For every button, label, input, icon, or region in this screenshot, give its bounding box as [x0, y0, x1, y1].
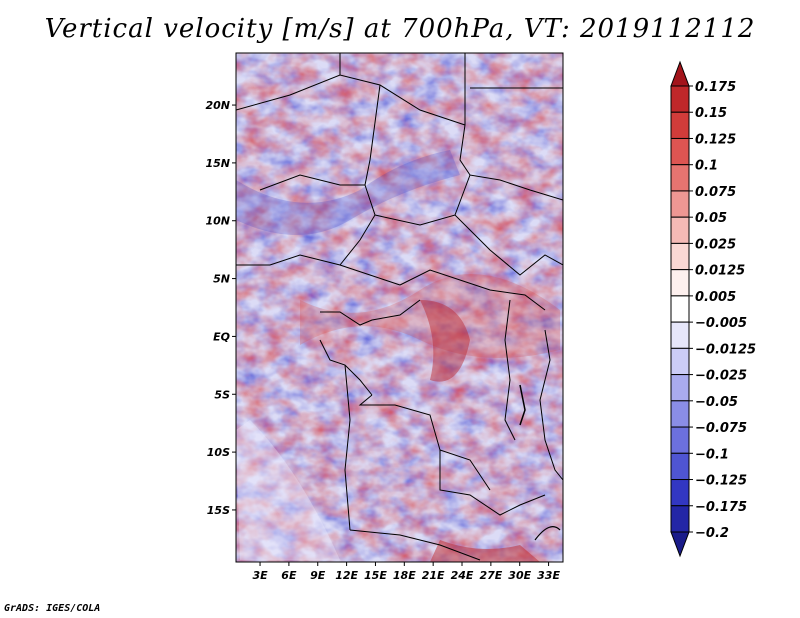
colorbar-bin: [670, 400, 690, 428]
lon-tick-label: 27E: [479, 569, 502, 582]
colorbar-bin: [670, 242, 690, 271]
colorbar-bin: [670, 479, 690, 507]
lat-tick-label: 5S: [214, 388, 230, 401]
colorbar-top-triangle: [670, 60, 690, 87]
lon-tick-label: 12E: [335, 569, 358, 582]
lat-tick-label: 10N: [205, 215, 230, 228]
lon-tick-label: 24E: [451, 569, 474, 582]
country-borders: [236, 53, 563, 561]
colorbar-bin: [670, 111, 690, 139]
colorbar-label: 0.0125: [695, 264, 745, 279]
lon-tick-label: 21E: [422, 569, 445, 582]
colorbar-label: 0.175: [695, 80, 736, 95]
lon-tick-label: 3E: [252, 569, 268, 582]
colorbar-label: −0.1: [695, 447, 729, 462]
lon-tick-label: 9E: [310, 569, 326, 582]
colorbar-bin: [670, 426, 690, 454]
lat-tick-label: 15N: [205, 157, 230, 170]
colorbar-label: 0.125: [695, 132, 736, 147]
longitude-axis: 3E 6E 9E 12E 15E 18E 21E 24E 27E 30E 33E: [252, 562, 560, 582]
colorbar-bin: [670, 295, 690, 323]
colorbar-bin: [670, 216, 690, 244]
lon-tick-label: 15E: [364, 569, 387, 582]
lon-tick-label: 6E: [281, 569, 297, 582]
colorbar-bin: [670, 452, 690, 481]
colorbar-label: −0.0125: [695, 342, 756, 357]
colorbar-bin: [670, 505, 690, 533]
lat-tick-label: 15S: [207, 504, 230, 517]
colorbar-bottom-triangle: [670, 531, 690, 558]
latitude-axis: 20N 15N 10N 5N EQ 5S 10S 15S: [205, 99, 236, 517]
lat-tick-label: 10S: [207, 446, 230, 459]
colorbar: 0.175 0.15 0.125 0.1 0.075 0.05 0.025 0.0125 0.0…: [670, 60, 756, 558]
lon-tick-label: 18E: [393, 569, 416, 582]
colorbar-label: −0.005: [695, 316, 747, 331]
colorbar-label: −0.05: [695, 395, 738, 410]
colorbar-bin: [670, 164, 690, 192]
colorbar-bin: [670, 374, 690, 402]
lon-tick-label: 30E: [508, 569, 531, 582]
colorbar-bin: [670, 137, 690, 166]
map-frame: [235, 52, 564, 563]
colorbar-label: 0.05: [695, 211, 727, 226]
colorbar-bin: [670, 269, 690, 297]
colorbar-label: 0.075: [695, 185, 736, 200]
lat-tick-label: 5N: [213, 273, 230, 286]
colorbar-bin: [670, 347, 690, 376]
lat-tick-label: EQ: [213, 330, 230, 343]
map-field: [236, 53, 563, 562]
colorbar-label: 0.15: [695, 106, 727, 121]
lat-tick-label: 20N: [205, 99, 230, 112]
colorbar-bin: [670, 190, 690, 218]
colorbar-label: −0.025: [695, 369, 747, 384]
colorbar-label: −0.075: [695, 421, 747, 436]
colorbar-label: 0.025: [695, 237, 736, 252]
colorbar-label: −0.175: [695, 500, 747, 515]
lon-tick-label: 33E: [537, 569, 560, 582]
map-title: Vertical velocity [m/s] at 700hPa, VT: 2…: [44, 14, 756, 44]
colorbar-label: 0.1: [695, 159, 718, 174]
colorbar-bin: [670, 321, 690, 349]
colorbar-bin: [670, 85, 690, 113]
grads-credit: GrADS: IGES/COLA: [4, 603, 101, 614]
colorbar-label: −0.2: [695, 526, 729, 541]
colorbar-label: 0.005: [695, 290, 736, 305]
colorbar-label: −0.125: [695, 474, 747, 489]
